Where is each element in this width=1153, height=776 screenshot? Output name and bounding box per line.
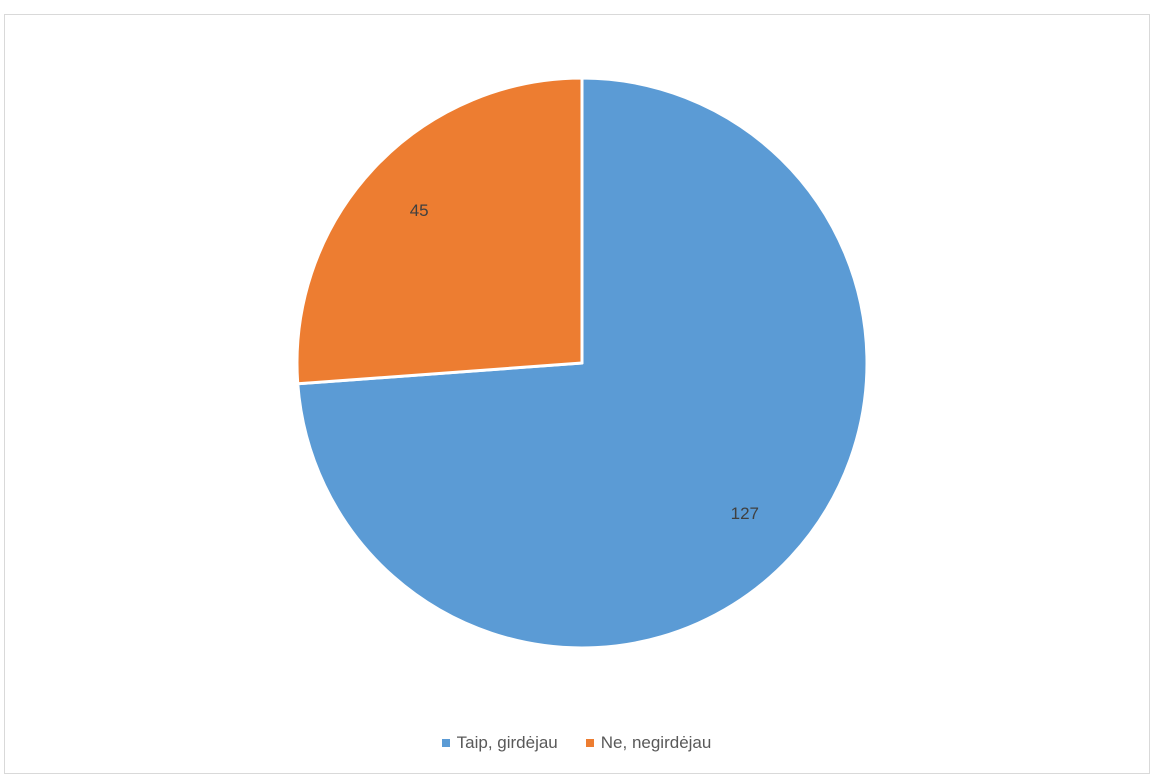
pie-slices: [295, 76, 869, 650]
legend-label-1: Taip, girdėjau: [456, 733, 558, 752]
legend-swatch-2: [585, 739, 594, 747]
legend-item-2: Ne, negirdėjau: [585, 733, 712, 753]
legend: Taip, girdėjau Ne, negirdėjau: [0, 733, 1153, 753]
data-labels: 127 45: [410, 201, 759, 523]
legend-item-1: Taip, girdėjau: [441, 733, 558, 753]
legend-swatch-1: [441, 739, 450, 747]
legend-label-2: Ne, negirdėjau: [600, 733, 712, 752]
data-label-1: 127: [731, 504, 759, 523]
data-label-2: 45: [410, 201, 429, 220]
pie-slice-2: [295, 76, 584, 386]
